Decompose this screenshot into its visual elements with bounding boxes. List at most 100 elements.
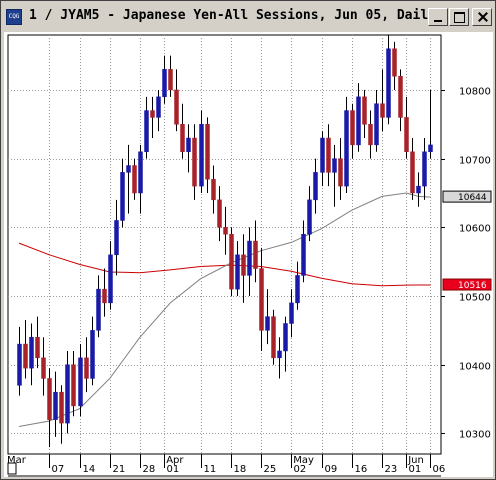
candle-body: [90, 330, 95, 379]
ma-price-label: 10516: [458, 281, 487, 291]
x-tick-label: 07: [52, 464, 65, 475]
candle-body: [362, 96, 367, 125]
window-title: 1 / JYAM5 - Japanese Yen-All Sessions, J…: [29, 8, 436, 23]
y-tick-label: 10500: [459, 293, 491, 304]
x-tick-label: 11: [204, 464, 217, 475]
candle-body: [186, 137, 191, 153]
candle-body: [380, 103, 385, 118]
x-tick-label: 09: [325, 464, 338, 475]
candle-body: [265, 316, 270, 331]
month-label: Apr: [166, 455, 184, 466]
candle-body: [47, 378, 52, 420]
candle-body: [205, 124, 210, 180]
x-tick-label: 06: [433, 464, 446, 475]
candle-body: [253, 240, 258, 269]
last-price-tag: [442, 190, 492, 203]
candle-body: [96, 288, 101, 331]
close-button[interactable]: [472, 8, 492, 26]
candle-body: [338, 158, 343, 187]
x-tick-label: 25: [264, 464, 277, 475]
candle-body: [392, 48, 397, 77]
candle-body: [259, 268, 264, 331]
candle-body: [428, 144, 433, 153]
candle-body: [108, 254, 113, 304]
ma-price-tag: [442, 278, 492, 291]
candle-body: [241, 254, 246, 276]
candle-body: [162, 69, 167, 98]
candle-body: [295, 275, 300, 304]
x-tick-label: 21: [113, 464, 126, 475]
y-tick-label: 10400: [459, 362, 491, 373]
x-tick-label: 01: [409, 464, 422, 475]
maximize-button[interactable]: [449, 8, 469, 26]
candle-body: [398, 75, 403, 118]
month-label: Jun: [407, 455, 424, 466]
candle-body: [326, 137, 331, 173]
x-scroll-marker: [7, 462, 17, 475]
candle-body: [53, 391, 58, 420]
candle-body: [156, 96, 161, 118]
minimize-button[interactable]: [428, 8, 448, 26]
candle-body: [168, 69, 173, 91]
candle-body: [120, 172, 125, 221]
candle-body: [144, 110, 149, 153]
candle-body: [422, 151, 427, 187]
candle-body: [41, 357, 46, 379]
candle-body: [29, 336, 34, 369]
candle-body: [84, 357, 89, 379]
candle-body: [289, 302, 294, 324]
candle-body: [404, 117, 409, 153]
candle-body: [132, 165, 137, 194]
candle-body: [356, 96, 361, 146]
candle-body: [229, 233, 234, 290]
candle-body: [35, 336, 40, 359]
candle-body: [180, 124, 185, 153]
first-month-label: Mar: [7, 455, 27, 466]
x-tick-label: 18: [234, 464, 247, 475]
candle-body: [344, 110, 349, 187]
month-label: May: [293, 455, 314, 466]
chart-area[interactable]: 10300 10400 10500 10600 10700 10800 07 14 21 28 01…: [4, 32, 493, 477]
candle-body: [301, 233, 306, 276]
candle-body: [368, 124, 373, 146]
candle-body: [223, 227, 228, 235]
candle-body: [199, 124, 204, 187]
candle-body: [374, 103, 379, 146]
candle-body: [174, 89, 179, 125]
candle-body: [283, 323, 288, 352]
candle-body: [386, 48, 391, 118]
candle-body: [59, 391, 64, 424]
candlestick-chart[interactable]: 10300 10400 10500 10600 10700 10800 07 14 21 28 01…: [4, 32, 493, 477]
candle-body: [332, 158, 337, 173]
x-tick-label: 23: [385, 464, 398, 475]
y-tick-label: 10700: [459, 156, 491, 167]
candle-body: [307, 199, 312, 235]
candle-body: [192, 137, 197, 187]
candle-body: [150, 110, 155, 118]
candle-body: [247, 240, 252, 276]
candle-body: [211, 178, 216, 201]
candle-body: [126, 165, 131, 173]
candle-body: [235, 254, 240, 290]
y-tick-label: 10300: [459, 430, 491, 441]
app-logo-icon: CQG: [6, 9, 22, 25]
y-tick-label: 10800: [459, 87, 491, 98]
candle-body: [217, 199, 222, 228]
candle-body: [78, 357, 83, 407]
candle-body: [71, 364, 76, 407]
candle-body: [410, 151, 415, 194]
y-tick-label: 10600: [459, 224, 491, 235]
candle-body: [17, 343, 22, 386]
x-tick-label: 28: [143, 464, 156, 475]
candle-body: [350, 110, 355, 146]
last-price-label: 10644: [458, 193, 487, 203]
x-tick-label: 02: [294, 464, 307, 475]
moving-average-short-line: [18, 192, 431, 427]
candle-body: [277, 350, 282, 359]
candle-body: [416, 185, 421, 194]
title-bar[interactable]: CQG 1 / JYAM5 - Japanese Yen-All Session…: [2, 2, 494, 32]
candle-body: [102, 288, 107, 304]
candle-body: [23, 343, 28, 369]
candle-body: [313, 172, 318, 201]
